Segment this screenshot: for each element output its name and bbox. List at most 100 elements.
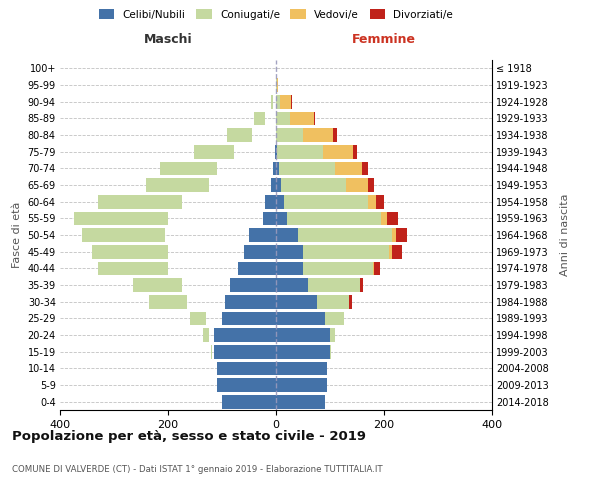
Bar xyxy=(243,128,245,142)
Bar xyxy=(222,312,276,325)
Bar xyxy=(362,162,368,175)
Bar xyxy=(260,112,263,125)
Bar xyxy=(276,278,308,292)
Bar xyxy=(276,95,280,108)
Bar xyxy=(263,212,276,225)
Text: Popolazione per età, sesso e stato civile - 2019: Popolazione per età, sesso e stato civil… xyxy=(12,430,366,443)
Bar xyxy=(166,212,167,225)
Bar xyxy=(387,212,398,225)
Bar xyxy=(397,228,407,242)
Bar xyxy=(368,195,376,208)
Bar xyxy=(151,245,160,258)
Bar xyxy=(276,112,290,125)
Bar xyxy=(291,95,292,108)
Bar xyxy=(346,178,368,192)
Bar xyxy=(325,312,343,325)
Bar xyxy=(374,262,380,275)
Bar xyxy=(197,178,202,192)
Bar xyxy=(323,145,353,158)
Bar xyxy=(389,245,392,258)
Bar xyxy=(276,395,325,408)
Bar xyxy=(225,295,276,308)
Bar xyxy=(224,145,226,158)
Bar xyxy=(169,195,175,208)
Bar xyxy=(335,162,362,175)
Bar xyxy=(349,295,352,308)
Bar xyxy=(206,328,208,342)
Bar xyxy=(382,212,386,225)
Bar xyxy=(146,178,209,192)
Bar xyxy=(376,195,384,208)
Bar xyxy=(330,345,331,358)
Bar xyxy=(238,262,276,275)
Bar xyxy=(274,162,276,175)
Bar xyxy=(249,228,276,242)
Bar xyxy=(151,262,160,275)
Bar xyxy=(151,212,159,225)
Bar xyxy=(276,228,298,242)
Bar xyxy=(284,195,368,208)
Bar xyxy=(360,278,363,292)
Bar xyxy=(276,362,328,375)
Bar xyxy=(276,295,317,308)
Bar xyxy=(182,295,184,308)
Bar xyxy=(276,212,287,225)
Text: Maschi: Maschi xyxy=(143,33,193,46)
Bar xyxy=(217,378,276,392)
Bar xyxy=(276,162,278,175)
Bar xyxy=(308,278,360,292)
Bar xyxy=(392,245,402,258)
Bar xyxy=(163,228,164,242)
Bar xyxy=(214,345,276,358)
Bar xyxy=(224,145,229,158)
Bar xyxy=(276,328,330,342)
Bar xyxy=(227,128,252,142)
Bar xyxy=(203,328,209,342)
Bar xyxy=(148,228,156,242)
Bar xyxy=(265,195,276,208)
Bar xyxy=(276,262,303,275)
Bar xyxy=(277,145,323,158)
Text: COMUNE DI VALVERDE (CT) - Dati ISTAT 1° gennaio 2019 - Elaborazione TUTTITALIA.I: COMUNE DI VALVERDE (CT) - Dati ISTAT 1° … xyxy=(12,465,383,474)
Bar xyxy=(254,112,265,125)
Y-axis label: Fasce di età: Fasce di età xyxy=(12,202,22,268)
Bar xyxy=(217,362,276,375)
Bar xyxy=(276,178,281,192)
Text: Femmine: Femmine xyxy=(352,33,416,46)
Bar xyxy=(133,278,182,292)
Bar xyxy=(98,195,182,208)
Bar xyxy=(276,245,303,258)
Bar xyxy=(280,95,291,108)
Bar xyxy=(287,212,382,225)
Bar xyxy=(303,245,389,258)
Bar xyxy=(392,228,397,242)
Bar xyxy=(190,312,206,325)
Bar xyxy=(211,345,212,358)
Bar xyxy=(330,328,335,342)
Bar xyxy=(277,78,278,92)
Bar xyxy=(298,228,392,242)
Bar xyxy=(271,178,276,192)
Y-axis label: Anni di nascita: Anni di nascita xyxy=(560,194,570,276)
Bar xyxy=(160,162,217,175)
Bar xyxy=(275,145,276,158)
Bar xyxy=(303,262,373,275)
Bar xyxy=(276,345,330,358)
Bar xyxy=(276,378,328,392)
Bar xyxy=(194,145,235,158)
Bar xyxy=(276,145,277,158)
Bar xyxy=(332,128,337,142)
Bar xyxy=(241,128,247,142)
Bar xyxy=(276,128,303,142)
Bar xyxy=(149,295,187,308)
Bar xyxy=(303,128,332,142)
Bar xyxy=(271,95,272,108)
Legend: Celibi/Nubili, Coniugati/e, Vedovi/e, Divorziati/e: Celibi/Nubili, Coniugati/e, Vedovi/e, Di… xyxy=(95,5,457,24)
Bar xyxy=(178,195,180,208)
Bar xyxy=(214,328,276,342)
Bar xyxy=(373,262,374,275)
Bar xyxy=(82,228,166,242)
Bar xyxy=(230,278,276,292)
Bar xyxy=(276,195,284,208)
Bar xyxy=(92,245,168,258)
